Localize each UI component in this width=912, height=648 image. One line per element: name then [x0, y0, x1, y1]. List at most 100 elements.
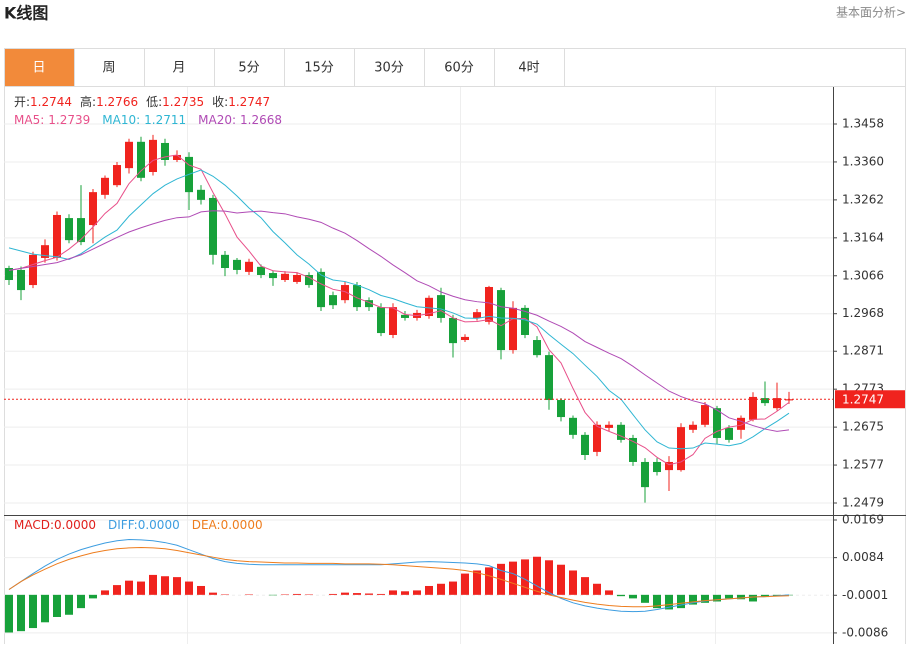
candle-body — [317, 272, 325, 307]
candle-body — [641, 462, 649, 487]
macd-bar — [329, 594, 337, 595]
candle-body — [557, 400, 565, 417]
candle-body — [293, 275, 301, 282]
candle-body — [377, 307, 385, 333]
candle-body — [29, 255, 37, 285]
legend-name: MA20: — [198, 113, 236, 127]
candle-body — [533, 340, 541, 355]
candle-body — [605, 425, 613, 428]
info-value: 1.2735 — [162, 95, 204, 109]
macd-bar — [749, 595, 757, 602]
macd-bar — [593, 584, 601, 595]
y-tick-label: 1.3458 — [842, 117, 884, 131]
candle-body — [233, 260, 241, 270]
candle-body — [725, 428, 733, 440]
y-tick-label: 1.2675 — [842, 420, 884, 434]
candle-body — [269, 273, 277, 278]
info-value: 1.2744 — [30, 95, 72, 109]
legend-label: DEA: — [192, 518, 221, 532]
macd-bar — [197, 586, 205, 595]
y-tick-label: 1.3164 — [842, 230, 884, 244]
macd-bar — [473, 570, 481, 594]
macd-bar — [629, 595, 637, 599]
candle-body — [89, 192, 97, 225]
macd-bar — [293, 594, 301, 595]
tab-label[interactable]: 4时 — [518, 61, 539, 76]
candle-body — [389, 307, 397, 335]
macd-bar — [17, 595, 25, 631]
macd-bar — [569, 570, 577, 594]
macd-bar — [725, 595, 733, 599]
y-tick-label: 1.3262 — [842, 192, 884, 206]
tab-label[interactable]: 60分 — [444, 61, 474, 76]
macd-bar — [89, 595, 97, 599]
candle-body — [137, 142, 145, 178]
info-value: 1.2747 — [228, 95, 270, 109]
macd-bar — [425, 586, 433, 595]
macd-bar — [677, 595, 685, 608]
macd-bar — [509, 562, 517, 595]
macd-bar — [545, 560, 553, 595]
info-label: 开: — [14, 95, 30, 109]
candle-body — [53, 215, 61, 258]
y-tick-label: 1.2577 — [842, 458, 884, 472]
info-label: 高: — [80, 94, 96, 109]
y-tick-label: 0.0169 — [842, 512, 884, 526]
macd-bar — [557, 565, 565, 595]
candle-body — [473, 312, 481, 318]
legend-value: 1.2711 — [144, 113, 186, 127]
tab-label[interactable]: 日 — [32, 61, 45, 76]
macd-bar — [413, 590, 421, 594]
tab-label[interactable]: 周 — [102, 61, 115, 76]
legend-name: MA10: — [102, 113, 140, 127]
candle-body — [125, 142, 133, 168]
macd-bar — [641, 595, 649, 603]
candle-body — [281, 274, 289, 280]
tab-label[interactable]: 月 — [172, 61, 185, 76]
tab-label[interactable]: 15分 — [304, 61, 334, 76]
candle-body — [245, 262, 253, 272]
macd-bar — [401, 591, 409, 595]
candle-body — [221, 255, 229, 268]
legend-value: 0.0000 — [221, 518, 263, 532]
macd-bar — [533, 557, 541, 595]
macd-bar — [125, 581, 133, 595]
macd-bar — [29, 595, 37, 628]
candle-body — [689, 425, 697, 430]
candle-body — [545, 355, 553, 400]
candle-body — [437, 295, 445, 318]
tab-label[interactable]: 30分 — [374, 61, 404, 76]
candle-body — [749, 397, 757, 420]
macd-bar — [209, 593, 217, 595]
candle-body — [593, 425, 601, 452]
candle-body — [17, 270, 25, 290]
macd-bar — [581, 577, 589, 595]
y-tick-label: 1.2871 — [842, 344, 884, 358]
info-label: 收: — [212, 95, 228, 109]
tab-label[interactable]: 5分 — [238, 61, 259, 76]
legend-value: 1.2739 — [48, 113, 90, 127]
y-tick-label: -0.0086 — [842, 625, 888, 639]
macd-bar — [377, 594, 385, 595]
candle-body — [701, 405, 709, 425]
macd-bar — [137, 582, 145, 595]
fundamental-link[interactable]: 基本面分析> — [836, 6, 906, 20]
candle-body — [509, 308, 517, 350]
macd-bar — [149, 575, 157, 595]
macd-bar — [161, 576, 169, 595]
legend-value: 0.0000 — [138, 518, 180, 532]
y-tick-label: 1.2968 — [842, 306, 884, 320]
last-price-label: 1.2747 — [842, 393, 884, 407]
candle-body — [209, 198, 217, 255]
macd-bar — [617, 595, 625, 596]
macd-bar — [341, 593, 349, 595]
info-label: 低: — [146, 95, 162, 109]
candle-body — [449, 318, 457, 343]
candle-body — [77, 218, 85, 242]
legend-name: MA5: — [14, 113, 44, 127]
macd-bar — [605, 590, 613, 594]
macd-bar — [53, 595, 61, 617]
